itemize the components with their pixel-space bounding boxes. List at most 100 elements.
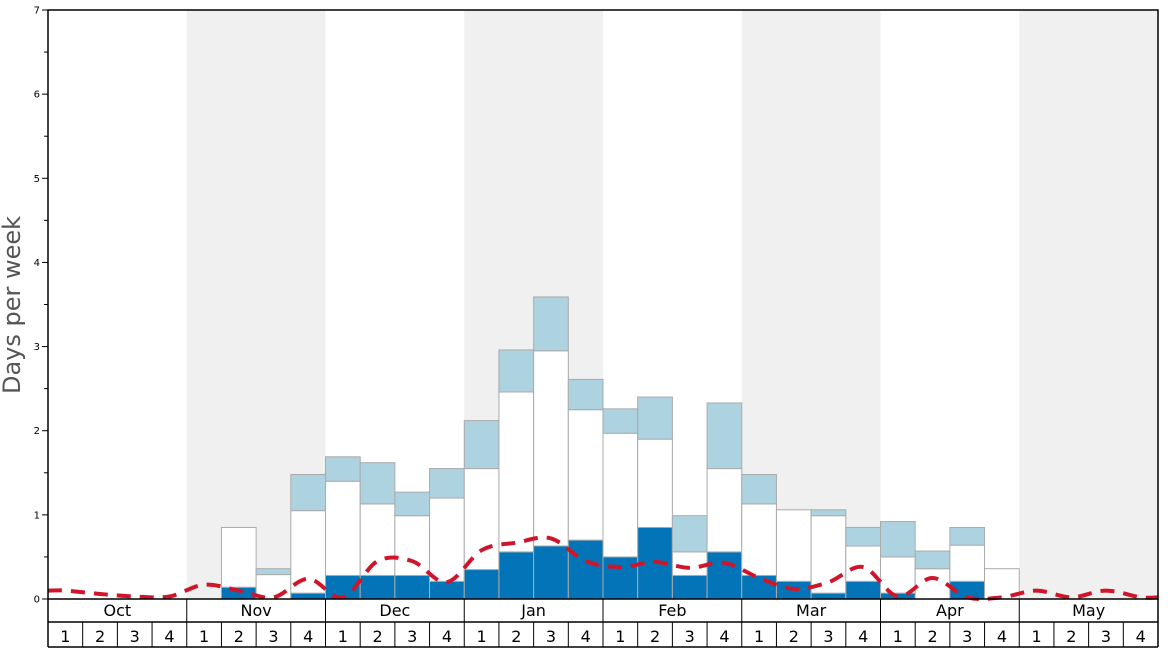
- bar-segment-bottom: [359, 574, 396, 600]
- bar-segment-bottom: [498, 551, 535, 600]
- stacked-bar: [359, 462, 396, 600]
- y-tick-label: 1: [34, 510, 40, 521]
- y-axis: 0 1 2 3 4 5 6 7: [34, 6, 48, 606]
- bar-segment-top: [498, 349, 535, 393]
- plot-frame: [47, 9, 1159, 600]
- bar-segment-middle: [429, 497, 465, 582]
- stacked-bar: [775, 509, 812, 600]
- bar-segment-middle: [671, 551, 708, 576]
- y-axis-label: Days per week: [0, 216, 26, 394]
- stacked-bar: [949, 526, 986, 600]
- bar-segment-bottom: [845, 580, 881, 600]
- stacked-bar: [325, 456, 361, 600]
- y-tick-label: 4: [34, 258, 40, 269]
- week-label: 2: [95, 627, 105, 646]
- bar-segment-bottom: [567, 539, 604, 600]
- bar-segment-top: [706, 402, 743, 470]
- bar-segment-top: [429, 468, 465, 499]
- month-label: Apr: [936, 601, 964, 620]
- bar-segment-middle: [810, 515, 847, 594]
- bar-segment-middle: [602, 432, 639, 558]
- month-label: Dec: [379, 601, 410, 620]
- bar-segment-top: [880, 521, 916, 558]
- bar-segment-top: [325, 456, 361, 482]
- month-label: Nov: [241, 601, 272, 620]
- bar-segment-top: [359, 462, 396, 505]
- week-label: 4: [858, 627, 868, 646]
- bar-segment-bottom: [671, 574, 708, 600]
- bar-segment-middle: [775, 509, 812, 582]
- stacked-bar: [880, 521, 916, 600]
- week-label: 2: [650, 627, 660, 646]
- week-label: 1: [199, 627, 209, 646]
- y-tick-label: 3: [34, 342, 40, 353]
- stacked-bar: [810, 509, 847, 600]
- week-label: 1: [615, 627, 625, 646]
- week-label: 1: [477, 627, 487, 646]
- bar-segment-bottom: [810, 592, 847, 600]
- month-label: Feb: [658, 601, 686, 620]
- stacked-bar: [290, 473, 326, 600]
- bar-segment-middle: [290, 510, 326, 594]
- bar-segment-top: [810, 509, 847, 517]
- week-label: 1: [338, 627, 348, 646]
- month-dividers: [186, 599, 1020, 622]
- week-label: 4: [997, 627, 1007, 646]
- week-label: 3: [407, 627, 417, 646]
- bar-segment-top: [602, 408, 639, 434]
- bar-segment-middle: [463, 468, 500, 571]
- bar-segment-bottom: [602, 556, 639, 600]
- week-label: 4: [581, 627, 591, 646]
- week-label: 1: [754, 627, 764, 646]
- bar-segment-middle: [914, 568, 951, 600]
- month-label: Oct: [104, 601, 132, 620]
- bar-segment-middle: [567, 409, 604, 541]
- stacked-bar: [637, 396, 673, 600]
- bar-segment-top: [394, 491, 431, 517]
- week-label: 4: [1136, 627, 1146, 646]
- week-label: 3: [962, 627, 972, 646]
- bar-segment-middle: [325, 480, 361, 576]
- y-tick-label: 0: [34, 595, 40, 606]
- week-label: 2: [789, 627, 799, 646]
- bar-segment-middle: [880, 556, 916, 594]
- week-label: 4: [719, 627, 729, 646]
- week-label: 2: [1066, 627, 1076, 646]
- week-label: 1: [60, 627, 70, 646]
- bar-segment-top: [637, 396, 673, 440]
- bar-segment-top: [671, 515, 708, 553]
- stacked-bar: [567, 378, 604, 600]
- bar-segment-top: [290, 473, 326, 512]
- bar-segment-middle: [949, 544, 986, 582]
- stacked-bar: [220, 526, 257, 600]
- y-tick-label: 6: [34, 90, 40, 101]
- bar-segment-middle: [533, 350, 569, 547]
- week-label: 3: [268, 627, 278, 646]
- bar-segment-middle: [359, 503, 396, 576]
- week-label: 4: [164, 627, 174, 646]
- bar-segment-top: [914, 550, 951, 570]
- bar-segment-bottom: [706, 551, 743, 600]
- week-label: 3: [685, 627, 695, 646]
- bar-segment-top: [533, 296, 569, 352]
- stacked-bar: [498, 349, 535, 600]
- bar-segment-top: [845, 526, 881, 547]
- week-label: 1: [1032, 627, 1042, 646]
- y-tick-label: 2: [34, 426, 40, 437]
- bar-segment-top: [741, 473, 777, 505]
- bar-segment-bottom: [741, 574, 777, 600]
- stacked-bars: [220, 296, 1020, 600]
- week-label: 1: [893, 627, 903, 646]
- bar-segment-middle: [498, 391, 535, 553]
- stacked-bar: [533, 296, 569, 600]
- bar-segment-top: [567, 378, 604, 411]
- stacked-bar: [255, 568, 292, 600]
- week-label: 3: [546, 627, 556, 646]
- bar-segment-bottom: [463, 569, 500, 600]
- month-label: Jan: [520, 601, 546, 620]
- bar-segment-middle: [706, 468, 743, 553]
- bar-segment-middle: [741, 503, 777, 576]
- week-label: 2: [234, 627, 244, 646]
- week-label: 4: [303, 627, 313, 646]
